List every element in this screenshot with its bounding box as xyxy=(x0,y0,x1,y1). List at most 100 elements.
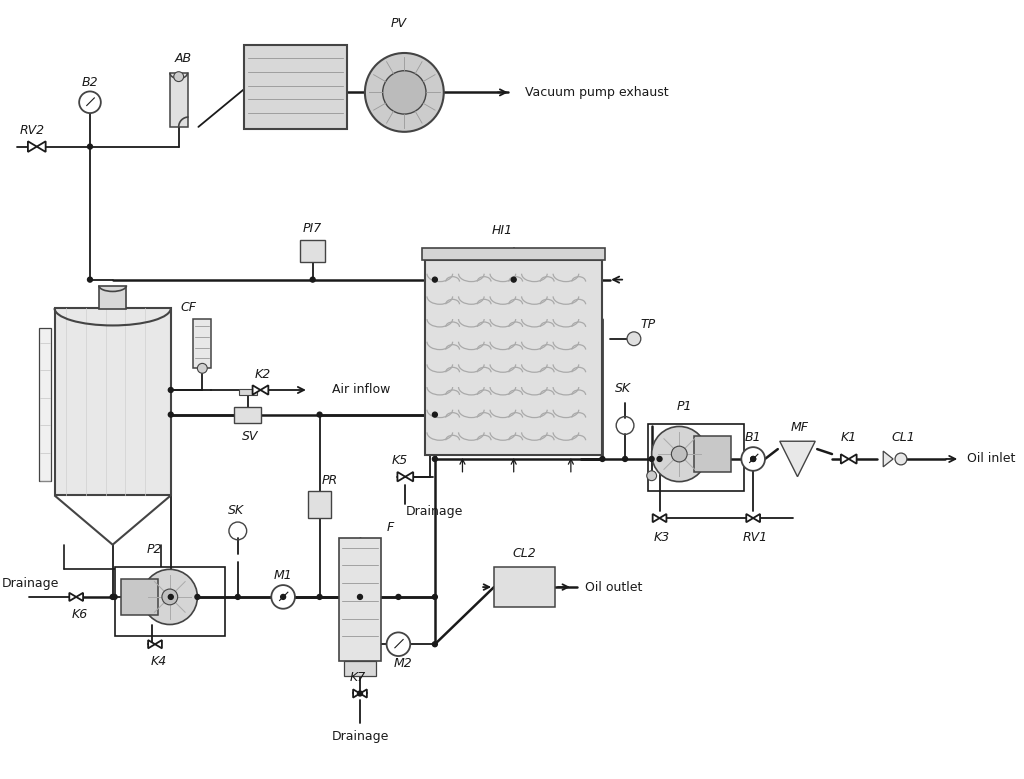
Text: SV: SV xyxy=(242,430,258,442)
Circle shape xyxy=(657,456,662,461)
Circle shape xyxy=(365,53,443,132)
Text: TP: TP xyxy=(640,319,655,331)
Text: K1: K1 xyxy=(841,431,857,444)
Text: CL1: CL1 xyxy=(891,431,914,444)
Circle shape xyxy=(672,446,687,462)
Polygon shape xyxy=(70,593,76,601)
Text: Drainage: Drainage xyxy=(2,576,59,590)
Bar xyxy=(115,567,225,636)
Polygon shape xyxy=(659,514,667,522)
Bar xyxy=(99,286,126,309)
Circle shape xyxy=(87,144,92,149)
Circle shape xyxy=(647,471,656,481)
Text: MF: MF xyxy=(791,421,809,434)
Text: SK: SK xyxy=(227,504,244,516)
Bar xyxy=(425,260,602,455)
Circle shape xyxy=(396,594,400,599)
Circle shape xyxy=(432,594,437,599)
Polygon shape xyxy=(652,514,659,522)
Text: CL2: CL2 xyxy=(513,547,537,560)
Text: K4: K4 xyxy=(151,655,167,668)
Circle shape xyxy=(281,594,286,599)
Circle shape xyxy=(511,277,516,282)
Text: P1: P1 xyxy=(677,400,692,413)
Polygon shape xyxy=(884,451,893,467)
Polygon shape xyxy=(849,454,857,464)
Text: PV: PV xyxy=(390,17,407,30)
Circle shape xyxy=(271,585,295,608)
Circle shape xyxy=(168,594,173,599)
Circle shape xyxy=(432,456,437,461)
Circle shape xyxy=(895,453,907,465)
Text: Drainage: Drainage xyxy=(407,505,464,518)
Circle shape xyxy=(111,594,115,599)
Polygon shape xyxy=(260,386,268,395)
Circle shape xyxy=(174,72,183,82)
Circle shape xyxy=(432,277,437,282)
Circle shape xyxy=(113,594,117,599)
Polygon shape xyxy=(360,689,367,698)
Circle shape xyxy=(79,91,100,113)
Polygon shape xyxy=(779,441,815,477)
Text: B1: B1 xyxy=(744,431,762,444)
Polygon shape xyxy=(37,141,46,152)
Circle shape xyxy=(310,277,315,282)
Text: RV1: RV1 xyxy=(742,531,768,545)
Circle shape xyxy=(236,594,241,599)
Bar xyxy=(170,72,187,127)
Text: Drainage: Drainage xyxy=(332,731,389,743)
Text: Air inflow: Air inflow xyxy=(333,383,391,397)
Text: M2: M2 xyxy=(394,657,413,671)
Circle shape xyxy=(317,412,323,417)
Circle shape xyxy=(741,447,765,471)
Polygon shape xyxy=(28,141,37,152)
Polygon shape xyxy=(841,454,849,464)
Circle shape xyxy=(317,594,323,599)
Circle shape xyxy=(162,589,178,605)
Text: Oil outlet: Oil outlet xyxy=(585,580,642,594)
Circle shape xyxy=(168,412,173,417)
Polygon shape xyxy=(406,472,414,481)
Bar xyxy=(194,319,211,368)
Text: K2: K2 xyxy=(254,368,270,381)
Bar xyxy=(39,328,50,481)
Polygon shape xyxy=(754,514,760,522)
Bar xyxy=(300,240,326,262)
Bar xyxy=(54,308,171,495)
Circle shape xyxy=(627,332,641,346)
Circle shape xyxy=(383,71,426,114)
Text: K6: K6 xyxy=(72,608,88,621)
Circle shape xyxy=(168,387,173,393)
Text: HI1: HI1 xyxy=(492,224,512,237)
Polygon shape xyxy=(353,689,360,698)
Bar xyxy=(308,491,332,518)
Text: CF: CF xyxy=(180,301,197,314)
Circle shape xyxy=(357,594,362,599)
Text: M1: M1 xyxy=(273,569,293,582)
Bar xyxy=(121,580,158,615)
Circle shape xyxy=(600,456,605,461)
Circle shape xyxy=(357,691,362,696)
Polygon shape xyxy=(397,472,406,481)
Bar xyxy=(244,45,347,129)
Circle shape xyxy=(751,456,756,461)
Circle shape xyxy=(387,633,411,656)
Bar xyxy=(344,661,376,675)
Text: F: F xyxy=(387,521,394,534)
Bar xyxy=(494,567,555,607)
Circle shape xyxy=(751,456,756,461)
Polygon shape xyxy=(148,640,155,648)
Circle shape xyxy=(432,412,437,417)
Bar xyxy=(422,248,605,260)
Bar xyxy=(239,389,257,395)
Bar xyxy=(694,436,731,472)
Circle shape xyxy=(651,426,707,481)
Text: RV2: RV2 xyxy=(19,125,44,137)
Text: AB: AB xyxy=(175,52,193,65)
Text: SK: SK xyxy=(615,382,631,394)
Circle shape xyxy=(623,456,628,461)
Circle shape xyxy=(87,277,92,282)
Circle shape xyxy=(649,456,654,461)
Text: P2: P2 xyxy=(146,543,162,556)
Text: Vacuum pump exhaust: Vacuum pump exhaust xyxy=(524,86,669,99)
